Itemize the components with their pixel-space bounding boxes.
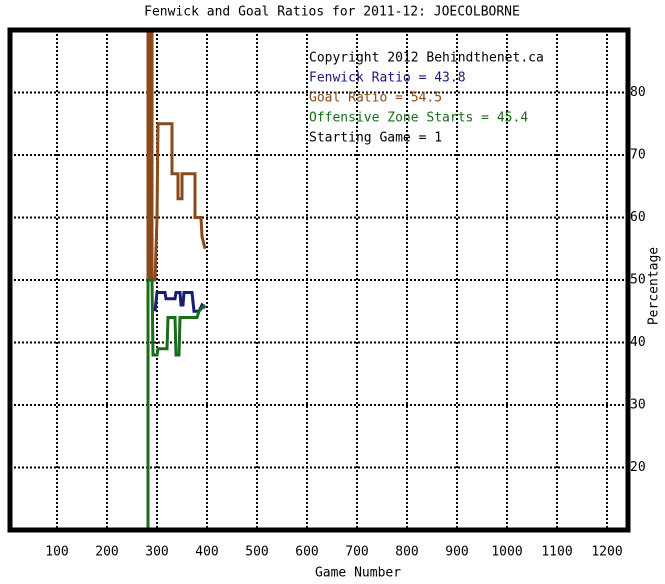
annotation: Offensive Zone Starts = 45.4: [309, 111, 528, 126]
lines: [146, 30, 207, 530]
labels: 100 200 300 400 500 600 700 800 900 1000 1100 1200 2…: [45, 51, 645, 560]
x-tick-label: 500: [245, 545, 268, 560]
annotation: Fenwick Ratio = 43.8: [309, 71, 466, 86]
y-tick-label: 50: [630, 273, 646, 288]
x-tick-label: 1000: [491, 545, 522, 560]
plot-border: [7, 27, 631, 533]
y-tick-label: 30: [630, 398, 646, 413]
y-tick-label: 80: [630, 85, 646, 100]
annotation: Starting Game = 1: [309, 131, 442, 146]
y-tick-label: 20: [630, 460, 646, 475]
series-line: [146, 30, 207, 282]
y-axis-label: Percentage: [647, 247, 662, 325]
x-tick-label: 900: [445, 545, 468, 560]
y-tick-label: 60: [630, 210, 646, 225]
x-tick-label: 800: [395, 545, 418, 560]
x-tick-label: 200: [95, 545, 118, 560]
x-tick-label: 1100: [541, 545, 572, 560]
x-axis-label: Game Number: [315, 566, 401, 581]
y-tick-label: 70: [630, 148, 646, 163]
x-tick-label: 400: [195, 545, 218, 560]
x-tick-label: 1200: [591, 545, 622, 560]
series-line: [153, 291, 207, 313]
grid: [10, 30, 628, 530]
chart-title: Fenwick and Goal Ratios for 2011-12: JOE…: [144, 5, 520, 20]
x-tick-label: 100: [45, 545, 68, 560]
x-tick-label: 600: [295, 545, 318, 560]
series-line: [146, 278, 207, 530]
annotation: Copyright 2012 Behindthenet.ca: [309, 51, 544, 66]
x-tick-label: 300: [145, 545, 168, 560]
y-tick-label: 40: [630, 335, 646, 350]
annotation: Goal Ratio = 54.5: [309, 91, 442, 106]
x-tick-label: 700: [345, 545, 368, 560]
